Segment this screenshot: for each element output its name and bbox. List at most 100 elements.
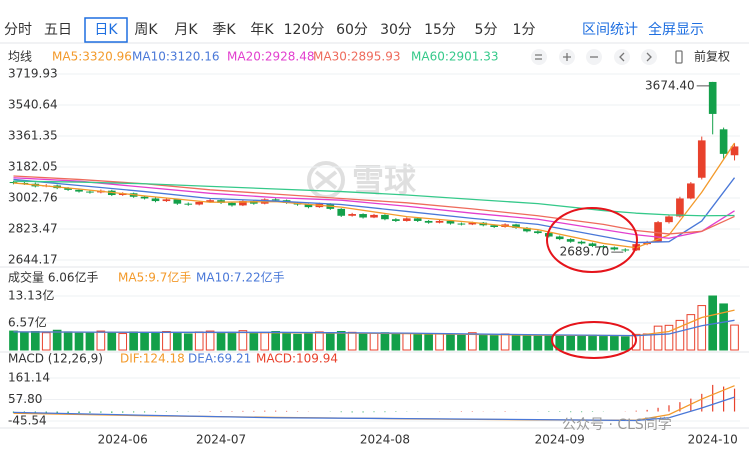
tab[interactable]: 分时 xyxy=(4,22,32,38)
volume-bar xyxy=(162,330,171,351)
volume-bar xyxy=(63,331,73,351)
indicator-line xyxy=(13,180,735,217)
y-tick-label: 3182.05 xyxy=(8,160,58,174)
icon-zoom-in[interactable] xyxy=(563,53,571,61)
tab[interactable]: 60分 xyxy=(336,22,368,38)
volume-bar xyxy=(107,332,117,351)
volume-bar xyxy=(489,335,499,351)
volume-bar xyxy=(719,303,728,351)
x-tick-label: 2024-08 xyxy=(360,433,410,447)
volume-bar xyxy=(566,335,575,351)
volume-bar xyxy=(249,333,259,351)
candle-body xyxy=(151,198,160,202)
candle-body xyxy=(610,247,619,250)
volume-bar xyxy=(30,330,40,351)
candle-body xyxy=(64,188,72,190)
candle-body xyxy=(534,231,542,234)
tab[interactable]: 年K xyxy=(250,22,274,38)
volume-bar xyxy=(446,333,455,351)
volume-bar xyxy=(238,330,248,351)
y-tick-label: 2644.17 xyxy=(8,253,58,267)
tab[interactable]: 季K xyxy=(212,22,236,38)
candle-body xyxy=(86,191,94,193)
candle-body xyxy=(588,243,597,247)
candle-body xyxy=(381,214,389,220)
icon-left[interactable] xyxy=(619,52,625,62)
icon-right[interactable] xyxy=(646,52,652,62)
candle-body xyxy=(304,204,313,208)
grid-layer xyxy=(8,73,740,422)
volume-bar xyxy=(380,332,390,351)
candle-body xyxy=(730,146,739,156)
candle-body xyxy=(512,224,520,228)
volume-bar xyxy=(347,331,357,351)
min-label: 2689.70 xyxy=(560,245,610,259)
candle-body xyxy=(228,202,236,206)
volume-bar xyxy=(260,332,270,351)
volume-bar xyxy=(118,333,128,351)
y-tick-label: 6.57亿 xyxy=(8,314,47,329)
candle-body xyxy=(654,222,662,243)
legend-entry: DIF:124.18 xyxy=(120,352,185,366)
watermark-logo xyxy=(314,170,338,190)
x-tick-label: 2024-07 xyxy=(196,433,246,447)
tab[interactable]: 30分 xyxy=(380,22,412,38)
candle-body xyxy=(75,189,83,192)
volume-bar xyxy=(336,330,346,351)
volume-bar xyxy=(216,332,226,351)
candle-body xyxy=(676,198,684,217)
volume-bar xyxy=(41,332,51,351)
volume-bar xyxy=(183,333,193,351)
candle-body xyxy=(599,246,608,248)
legend-entry: MA5:9.7亿手 xyxy=(118,270,191,285)
candle-body xyxy=(544,233,553,237)
icon-left[interactable] xyxy=(614,49,630,65)
x-tick-label: 2024-06 xyxy=(98,433,148,447)
volume-bar xyxy=(96,330,106,351)
candle-body xyxy=(359,214,367,218)
indicator-line xyxy=(13,319,735,337)
tab[interactable]: 月K xyxy=(174,22,198,38)
y-tick-label: 3002.76 xyxy=(8,190,58,204)
volume-bar xyxy=(468,332,477,351)
volume-bar xyxy=(325,332,335,351)
tab[interactable]: 周K xyxy=(134,22,158,38)
highlight-ellipse xyxy=(546,207,638,273)
icon-reset[interactable] xyxy=(535,54,542,60)
candle-body xyxy=(140,196,149,199)
tab[interactable]: 120分 xyxy=(284,22,325,38)
y-tick-label: -45.54 xyxy=(8,414,47,428)
icon-right[interactable] xyxy=(641,49,657,65)
volume-bar xyxy=(129,331,138,351)
tool-button[interactable]: 区间统计 xyxy=(582,22,638,38)
volume-bar xyxy=(369,332,379,351)
panel-title: 成交量 6.06亿手 xyxy=(8,270,99,285)
volume-bar xyxy=(424,334,433,351)
volume-bar xyxy=(577,335,586,351)
volume-bar xyxy=(151,331,160,351)
volume-bar xyxy=(20,331,29,351)
icon-reset[interactable] xyxy=(531,49,547,65)
tab[interactable]: 5分 xyxy=(475,22,498,38)
candle-body xyxy=(665,216,673,223)
tab[interactable]: 15分 xyxy=(424,22,456,38)
volume-bar xyxy=(588,334,597,351)
tab[interactable]: 日K xyxy=(94,22,118,38)
candle-body xyxy=(687,183,695,199)
tab[interactable]: 五日 xyxy=(44,22,72,38)
tool-button[interactable]: 全屏显示 xyxy=(648,21,704,38)
toolbar-icons[interactable] xyxy=(531,49,683,65)
active-tab-box[interactable] xyxy=(84,17,128,43)
candle-body xyxy=(708,81,717,114)
icon-candle[interactable] xyxy=(675,50,683,64)
legend-entry: MA10:3120.16 xyxy=(132,50,220,64)
adjust-toggle[interactable]: 前复权 xyxy=(694,49,730,64)
candle-body xyxy=(348,214,356,216)
volume-bar xyxy=(610,335,619,351)
candle-body xyxy=(446,220,455,224)
volume-bar xyxy=(205,330,215,351)
tab[interactable]: 1分 xyxy=(513,22,536,38)
marks-layer xyxy=(9,81,739,422)
candle-body xyxy=(9,182,18,184)
candle-body xyxy=(697,140,706,178)
